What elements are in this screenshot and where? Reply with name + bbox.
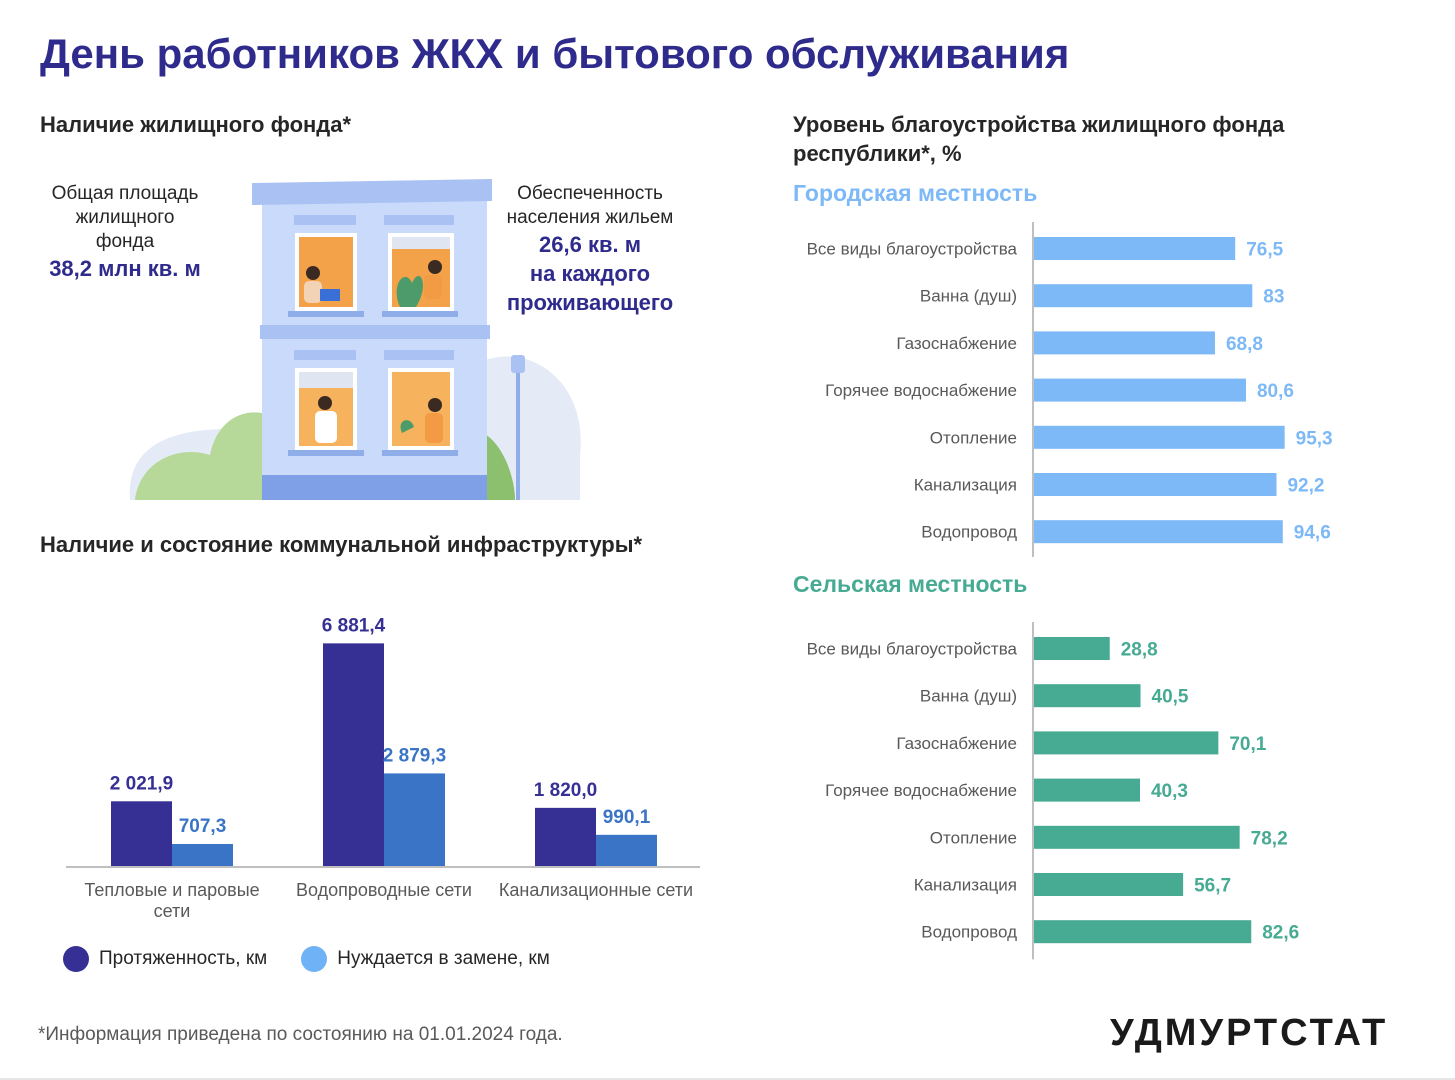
bar-data-label: 2 021,9	[110, 773, 173, 794]
legend-label-length: Протяженность, км	[99, 948, 268, 969]
hbar	[1034, 425, 1285, 449]
rural-title: Сельская местность	[793, 571, 1028, 597]
category-label: Все виды благоустройства	[807, 240, 1018, 259]
footnote: *Информация приведена по состоянию на 01…	[38, 1024, 563, 1045]
bar-replace	[596, 834, 657, 867]
hbar	[1034, 284, 1253, 308]
hbar	[1034, 778, 1140, 802]
category-label: Горячее водоснабжение	[825, 381, 1017, 400]
x-tick-label: Водопроводные сети	[296, 880, 472, 900]
hbar-data-label: 40,3	[1151, 781, 1188, 802]
total-area-value: 38,2 млн кв. м	[49, 256, 201, 281]
hbar-data-label: 70,1	[1229, 734, 1266, 755]
bar-data-label: 707,3	[179, 816, 227, 837]
legend-label-replace: Нуждается в замене, км	[337, 948, 550, 969]
hbar-data-label: 40,5	[1152, 687, 1189, 708]
legend-swatch-replace	[301, 946, 328, 972]
hbar	[1034, 520, 1283, 544]
level-heading-line-2: республики*, %	[793, 141, 962, 166]
per-capita-label-2: населения жильем	[506, 207, 674, 228]
legend-swatch-length	[63, 946, 89, 972]
level-heading: Уровень благоустройства жилищного фонда …	[793, 110, 1284, 168]
category-label: Канализация	[914, 476, 1017, 495]
hbar-data-label: 95,3	[1296, 428, 1333, 449]
hbar-data-label: 80,6	[1257, 381, 1294, 402]
category-label: Все виды благоустройства	[807, 640, 1018, 659]
hbar-data-label: 82,6	[1262, 923, 1299, 944]
bar-length	[535, 807, 596, 867]
category-label: Ванна (душ)	[920, 687, 1017, 706]
bar-data-label: 990,1	[603, 807, 651, 828]
page-title: День работников ЖКХ и бытового обслужива…	[40, 30, 1070, 77]
category-label: Канализация	[914, 876, 1017, 895]
per-capita-label-1: Обеспеченность	[517, 183, 663, 204]
apartment-building-illustration	[129, 179, 581, 500]
category-label: Ванна (душ)	[920, 287, 1017, 306]
bar-replace	[172, 844, 233, 867]
hbar-data-label: 28,8	[1121, 640, 1158, 661]
hbar	[1034, 378, 1246, 402]
hbar-data-label: 83	[1263, 287, 1284, 308]
total-area-label-1: Общая площадь	[51, 183, 199, 204]
category-label: Отопление	[930, 428, 1017, 447]
category-label: Горячее водоснабжение	[825, 781, 1017, 800]
bar-replace	[384, 773, 445, 867]
bar-length	[323, 643, 384, 867]
hbar	[1034, 637, 1110, 660]
housing-heading: Наличие жилищного фонда*	[40, 112, 352, 137]
per-capita-value-1: 26,6 кв. м	[539, 232, 641, 257]
bottom-divider	[0, 1078, 1455, 1080]
per-capita-stat: Обеспеченность населения жильем 26,6 кв.…	[490, 182, 690, 317]
hbar-data-label: 94,6	[1294, 523, 1331, 544]
hbar	[1034, 873, 1184, 896]
hbar	[1034, 731, 1219, 755]
hbar-data-label: 78,2	[1251, 828, 1288, 849]
hbar-data-label: 56,7	[1194, 876, 1231, 897]
x-tick-label: сети	[154, 901, 191, 921]
bar-data-label: 6 881,4	[322, 615, 386, 636]
per-capita-value-2: на каждого	[529, 261, 651, 286]
per-capita-value-3: проживающего	[506, 290, 674, 315]
hbar-data-label: 76,5	[1246, 240, 1283, 261]
hbar-data-label: 92,2	[1287, 476, 1324, 497]
hbar	[1034, 237, 1236, 260]
rural-bar-chart: Все виды благоустройства 28,8 Ванна (душ) 4…	[807, 622, 1299, 960]
category-label: Водопровод	[921, 523, 1017, 542]
udmurtstat-logo: УДМУРТСТАТ	[1110, 1012, 1389, 1054]
level-heading-line-1: Уровень благоустройства жилищного фонда	[793, 112, 1285, 137]
x-tick-label: Тепловые и паровые	[84, 880, 259, 900]
hbar	[1034, 920, 1252, 944]
category-label: Водопровод	[921, 923, 1017, 942]
bar-length	[111, 801, 172, 867]
category-label: Газоснабжение	[896, 734, 1017, 753]
hbar-data-label: 68,8	[1226, 334, 1263, 355]
bar-data-label: 1 820,0	[534, 780, 597, 801]
total-area-label-3: фонда	[95, 231, 155, 252]
hbar	[1034, 684, 1141, 708]
total-area-label-2: жилищного	[75, 207, 175, 228]
category-label: Газоснабжение	[896, 334, 1017, 353]
hbar	[1034, 825, 1240, 849]
urban-title: Городская местность	[793, 180, 1038, 206]
urban-bar-chart: Все виды благоустройства 76,5 Ванна (душ) 8…	[807, 222, 1333, 557]
hbar	[1034, 473, 1277, 496]
x-tick-label: Канализационные сети	[499, 880, 693, 900]
infra-heading: Наличие и состояние коммунальной инфраст…	[40, 532, 643, 557]
total-area-stat: Общая площадь жилищного фонда 38,2 млн к…	[30, 182, 220, 283]
legend-item-length: Протяженность, км	[63, 946, 267, 972]
bar-data-label: 2 879,3	[383, 745, 446, 766]
category-label: Отопление	[930, 828, 1017, 847]
infra-legend: Протяженность, км Нуждается в замене, км	[63, 946, 550, 972]
hbar	[1034, 331, 1215, 355]
legend-item-replace: Нуждается в замене, км	[301, 946, 550, 972]
